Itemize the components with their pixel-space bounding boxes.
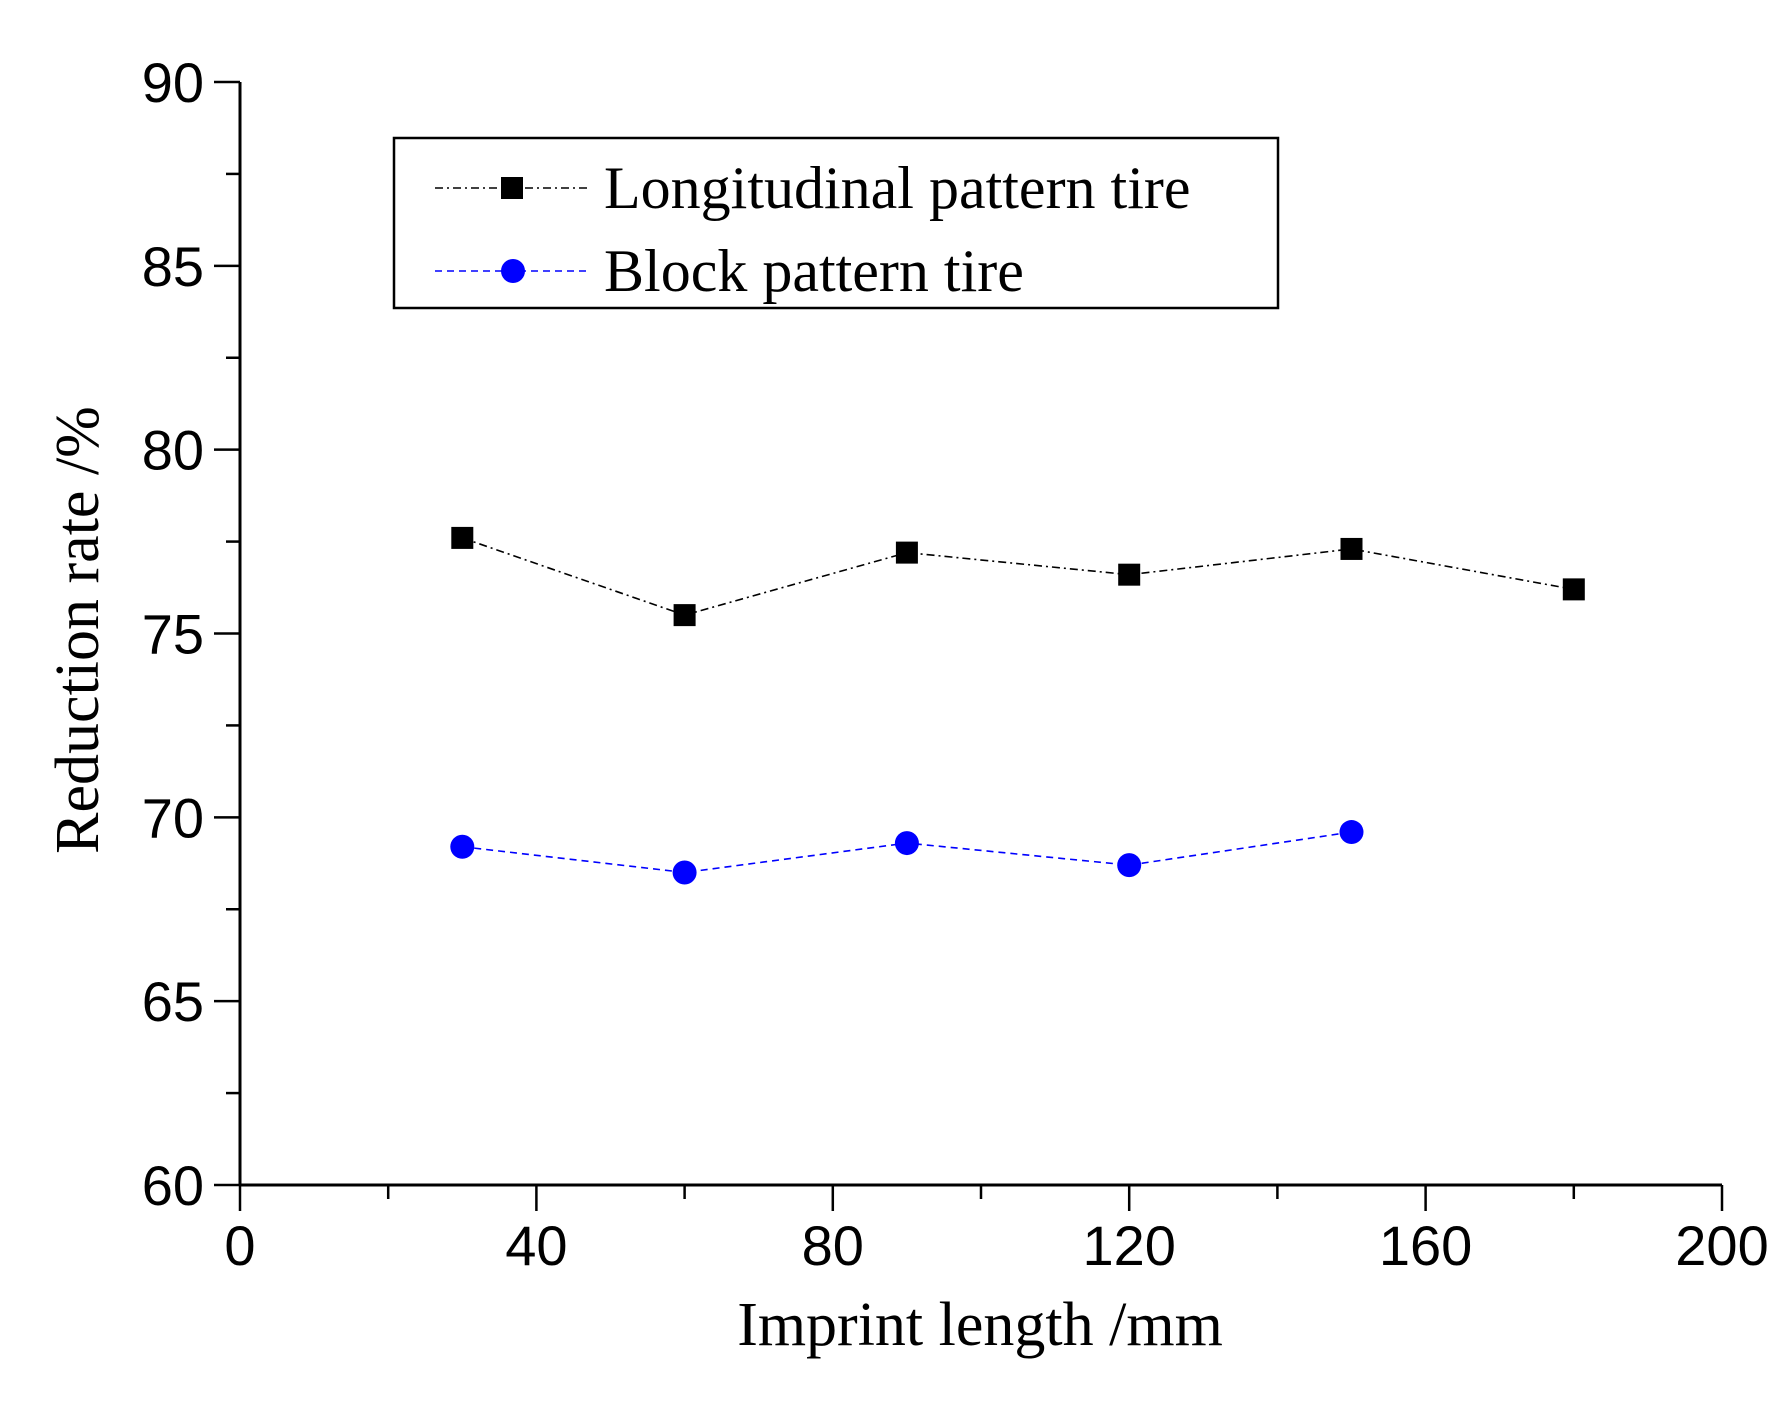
y-tick-label: 65 bbox=[142, 970, 204, 1033]
data-point-circle bbox=[894, 831, 919, 856]
x-tick-label: 200 bbox=[1675, 1214, 1768, 1277]
legend-label-block: Block pattern tire bbox=[604, 238, 1024, 304]
legend: Longitudinal pattern tire Block pattern … bbox=[392, 136, 1280, 310]
series-line-0 bbox=[462, 537, 1574, 616]
y-tick-label: 60 bbox=[142, 1154, 204, 1217]
x-tick-label: 40 bbox=[505, 1214, 567, 1277]
series-layer bbox=[450, 526, 1585, 885]
y-axis-title: Reduction rate /% bbox=[44, 406, 112, 854]
legend-frame bbox=[392, 136, 1280, 310]
y-tick-label: 70 bbox=[142, 786, 204, 849]
y-tick-label: 90 bbox=[142, 51, 204, 114]
data-point-circle bbox=[1339, 820, 1364, 845]
x-tick-label: 0 bbox=[224, 1214, 255, 1277]
legend-label-longitudinal: Longitudinal pattern tire bbox=[604, 155, 1191, 221]
data-point-square bbox=[1562, 578, 1585, 601]
data-point-square bbox=[1118, 563, 1141, 586]
y-tick-label: 75 bbox=[142, 603, 204, 666]
legend-marker-square bbox=[501, 177, 523, 199]
x-tick-label: 80 bbox=[802, 1214, 864, 1277]
data-point-circle bbox=[672, 860, 697, 885]
y-tick-label: 80 bbox=[142, 419, 204, 482]
data-point-circle bbox=[450, 834, 475, 859]
x-axis-title: Imprint length /mm bbox=[737, 1291, 1223, 1359]
data-point-square bbox=[1340, 537, 1363, 560]
data-point-square bbox=[895, 541, 918, 564]
legend-marker-circle bbox=[501, 259, 525, 283]
x-tick-label: 160 bbox=[1379, 1214, 1472, 1277]
data-point-square bbox=[673, 604, 696, 627]
data-point-square bbox=[451, 526, 474, 549]
y-tick-label: 85 bbox=[142, 235, 204, 298]
ticks: 60 65 70 75 80 85 90 0 40 80 120 160 200 bbox=[142, 51, 1769, 1277]
x-tick-label: 120 bbox=[1082, 1214, 1175, 1277]
data-point-circle bbox=[1117, 853, 1142, 878]
